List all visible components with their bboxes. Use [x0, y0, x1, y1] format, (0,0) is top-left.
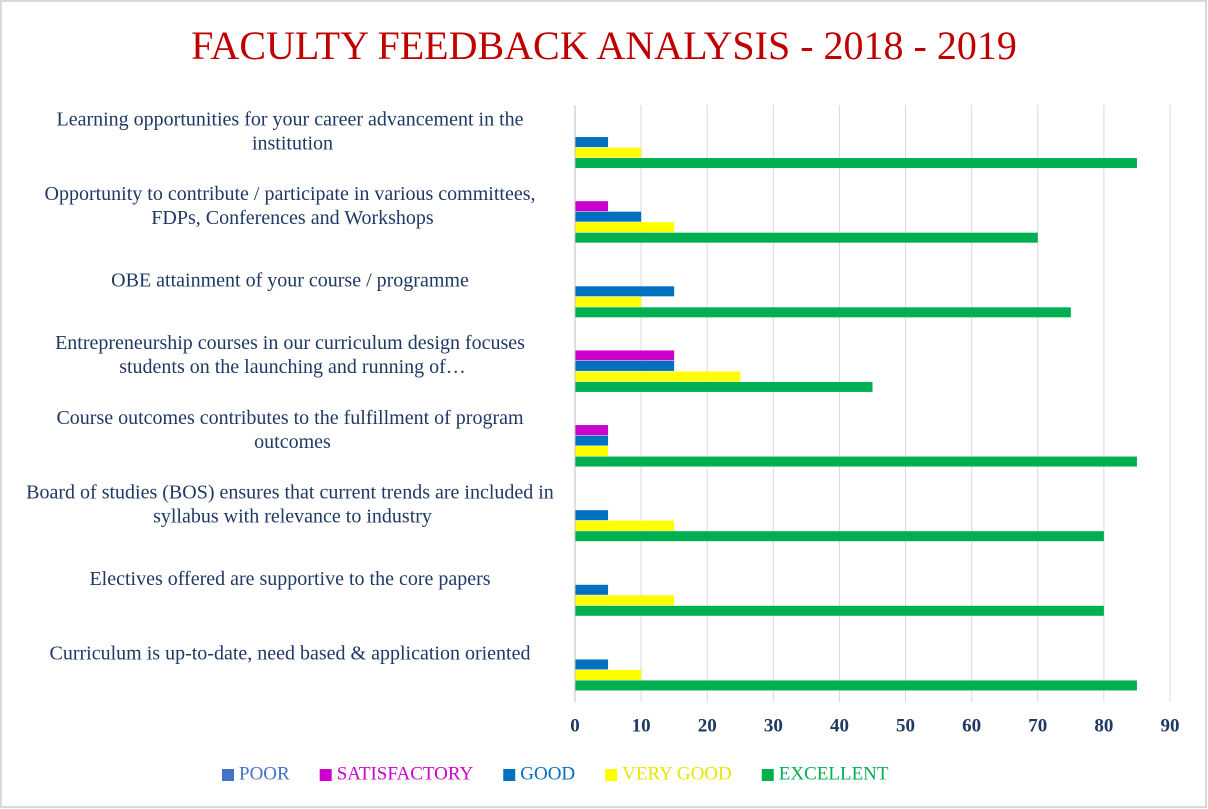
y-tick-label: Opportunity to contribute / participate …: [45, 183, 536, 229]
bar: [575, 371, 741, 382]
y-tick-label: Curriculum is up-to-date, need based & a…: [50, 642, 531, 664]
x-tick-label: 90: [1161, 715, 1180, 736]
legend-swatch: [503, 769, 516, 781]
y-tick-label: OBE attainment of your course / programm…: [111, 269, 469, 291]
chart-title: FACULTY FEEDBACK ANALYSIS - 2018 - 2019: [191, 23, 1017, 68]
y-tick-label: Entrepreneurship courses in our curricul…: [55, 332, 525, 378]
x-tick-label: 70: [1028, 715, 1047, 736]
bar: [575, 456, 1137, 467]
legend-label: VERY GOOD: [622, 763, 732, 784]
bar: [575, 381, 873, 392]
legend-label: SATISFACTORY: [337, 763, 474, 784]
bar: [575, 680, 1137, 691]
bar: [575, 147, 642, 158]
x-tick-label: 10: [632, 715, 651, 736]
x-tick-label: 30: [764, 715, 783, 736]
bar: [575, 232, 1038, 243]
legend-label: GOOD: [520, 763, 575, 784]
bar: [575, 584, 609, 595]
bar: [575, 360, 675, 371]
legend-label: POOR: [239, 763, 290, 784]
legend-swatch: [761, 769, 774, 781]
y-tick-label: Learning opportunities for your career a…: [56, 108, 523, 154]
legend-swatch: [222, 769, 234, 781]
bar: [575, 137, 609, 148]
bar: [575, 605, 1104, 616]
y-tick-label: Course outcomes contributes to the fulfi…: [56, 406, 524, 452]
bar: [575, 595, 675, 606]
x-tick-label: 0: [570, 715, 580, 736]
bar: [575, 222, 675, 233]
y-tick-label: Electives offered are supportive to the …: [89, 568, 490, 590]
x-tick-label: 80: [1094, 715, 1113, 736]
y-tick-label: Board of studies (BOS) ensures that curr…: [26, 481, 554, 527]
bar: [575, 350, 675, 361]
bar: [575, 286, 675, 297]
x-tick-label: 60: [962, 715, 981, 736]
bar: [575, 659, 609, 670]
bar: [575, 520, 675, 531]
bar: [575, 435, 609, 446]
x-tick-label: 20: [698, 715, 717, 736]
bar: [575, 296, 642, 307]
bar: [575, 446, 609, 457]
legend-swatch: [319, 769, 332, 781]
bar: [575, 307, 1071, 318]
bar: [575, 211, 642, 222]
bar: [575, 425, 609, 436]
x-tick-label: 50: [896, 715, 915, 736]
bar: [575, 158, 1137, 169]
bar: [575, 510, 609, 521]
legend-swatch: [605, 769, 618, 781]
x-tick-label: 40: [830, 715, 849, 736]
bar: [575, 201, 609, 212]
bar: [575, 531, 1104, 542]
legend-label: EXCELLENT: [779, 763, 889, 784]
bar: [575, 669, 642, 680]
